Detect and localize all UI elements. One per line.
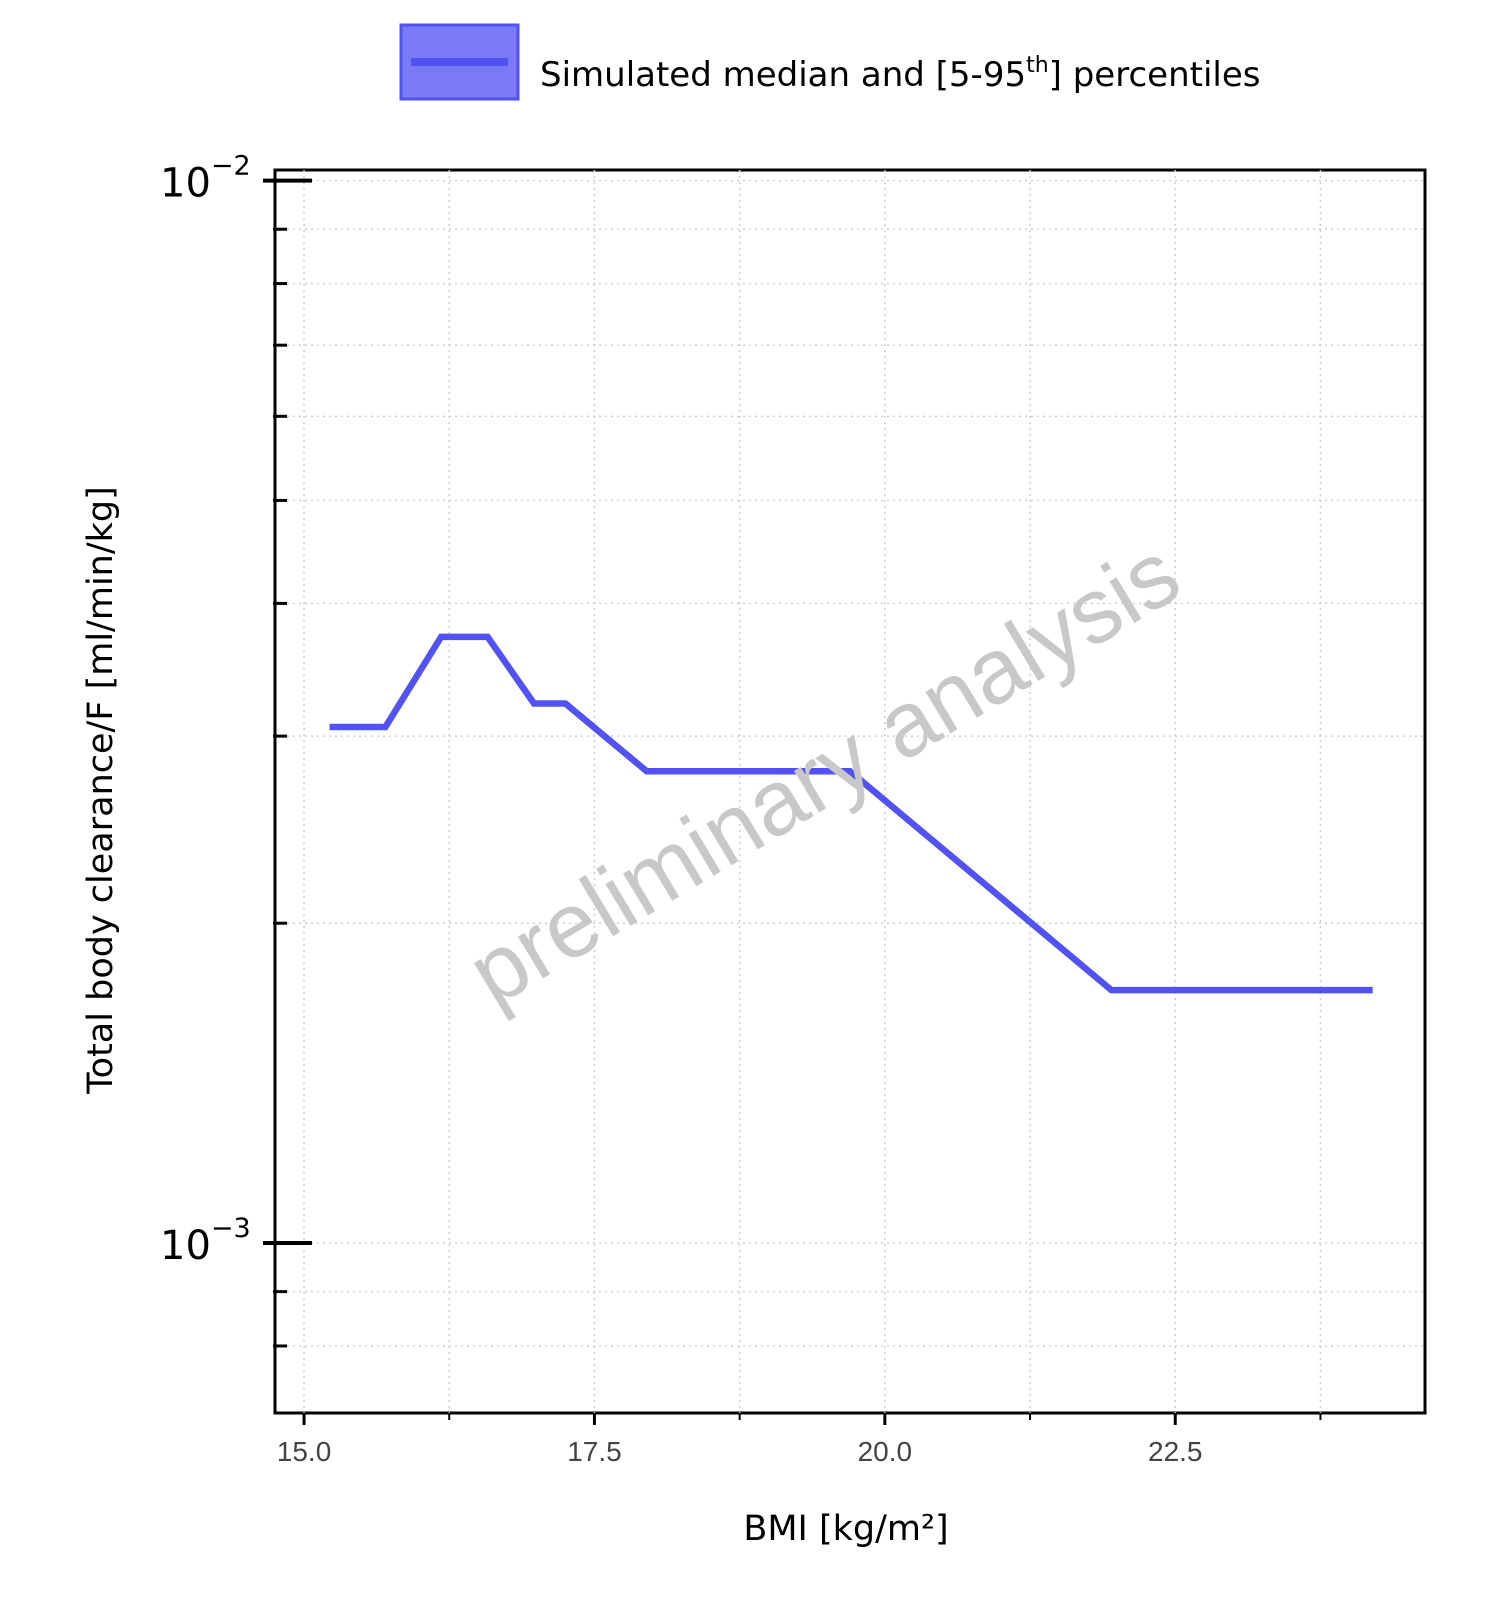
- legend-label-sup: th: [1026, 53, 1049, 78]
- plot-frame: [273, 168, 1427, 1415]
- series-line: [329, 633, 1373, 994]
- plot-area: 15.0 17.5 20.0 22.5 10−2 10−3: [160, 151, 1427, 1467]
- x-tick-label: 15.0: [277, 1436, 332, 1467]
- legend-label: Simulated median and [5-95th] percentile…: [540, 53, 1260, 95]
- tick-labels: 15.0 17.5 20.0 22.5 10−2 10−3: [160, 151, 1203, 1467]
- watermark: preliminary analysis: [452, 522, 1197, 1026]
- x-tick-label: 17.5: [567, 1436, 622, 1467]
- y-tick-label: 10−3: [160, 1213, 251, 1269]
- axes: [263, 178, 1322, 1425]
- x-axis-label: BMI [kg/m²]: [743, 1509, 948, 1549]
- series-layer: [329, 633, 1373, 994]
- y-axis-label: Total body clearance/F [ml/min/kg]: [81, 486, 121, 1095]
- y-tick-label: 10−2: [160, 151, 251, 207]
- x-tick-label: 22.5: [1148, 1436, 1203, 1467]
- legend: Simulated median and [5-95th] percentile…: [399, 23, 1260, 101]
- x-tick-label: 20.0: [858, 1436, 913, 1467]
